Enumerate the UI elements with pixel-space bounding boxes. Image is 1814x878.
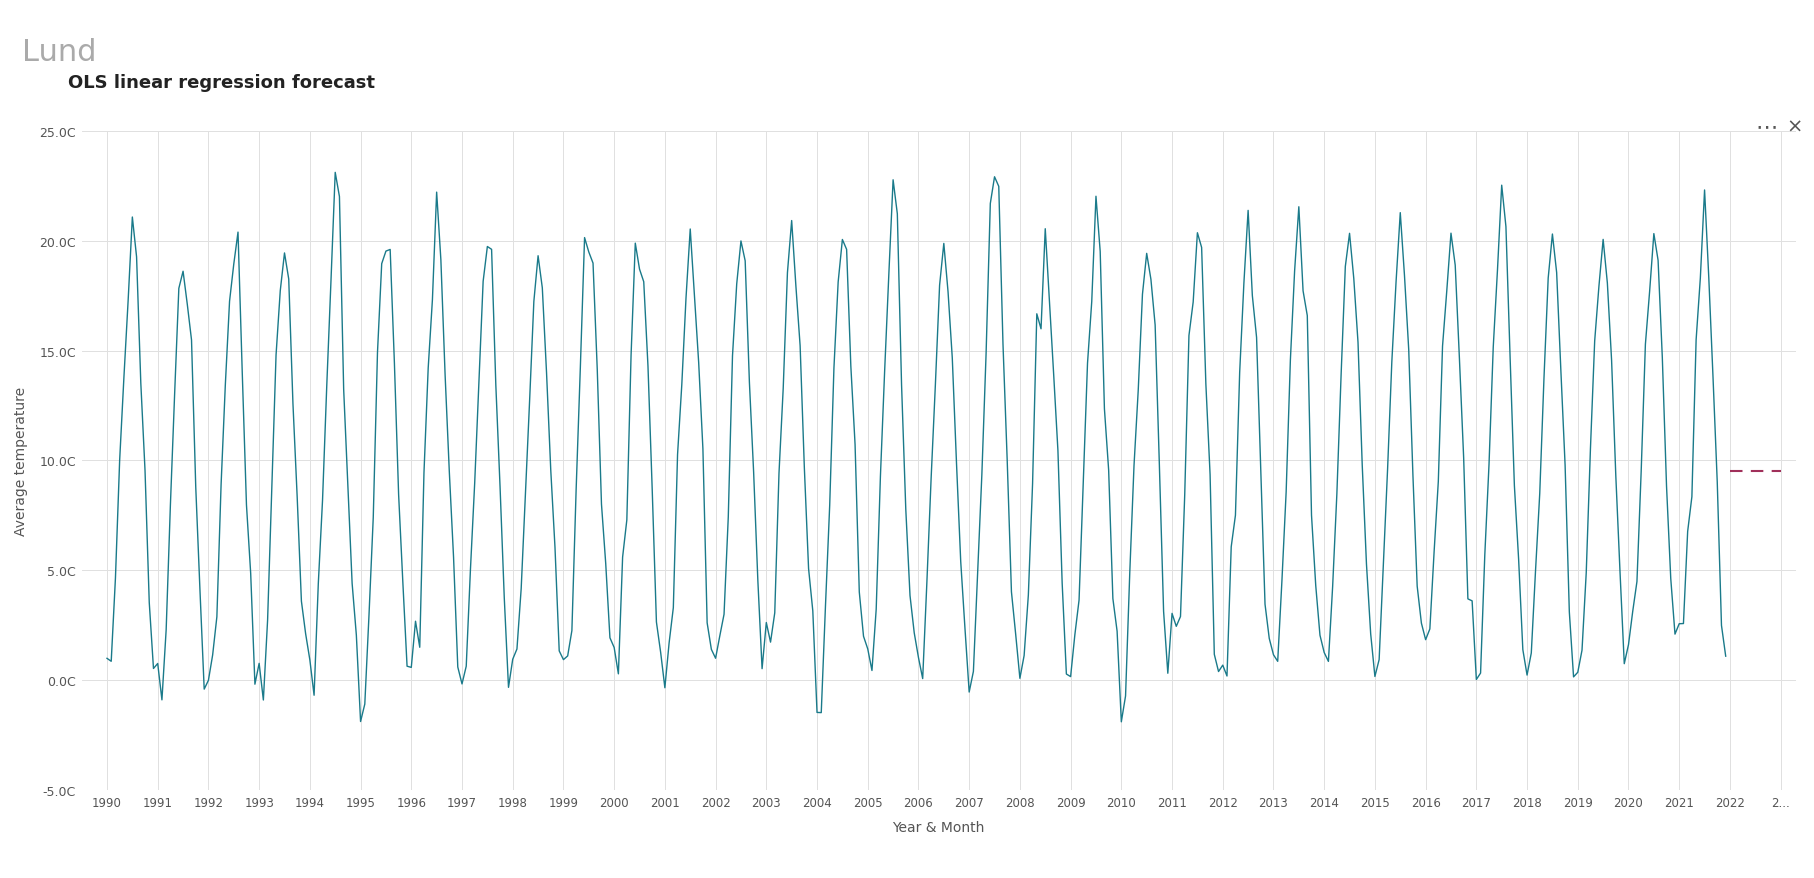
Text: ×: × bbox=[1785, 118, 1803, 137]
X-axis label: Year & Month: Year & Month bbox=[892, 820, 985, 834]
Y-axis label: Average temperature: Average temperature bbox=[15, 386, 29, 536]
Text: Lund: Lund bbox=[22, 39, 96, 67]
Text: OLS linear regression forecast: OLS linear regression forecast bbox=[67, 75, 375, 92]
Text: ⋯: ⋯ bbox=[1756, 118, 1778, 137]
